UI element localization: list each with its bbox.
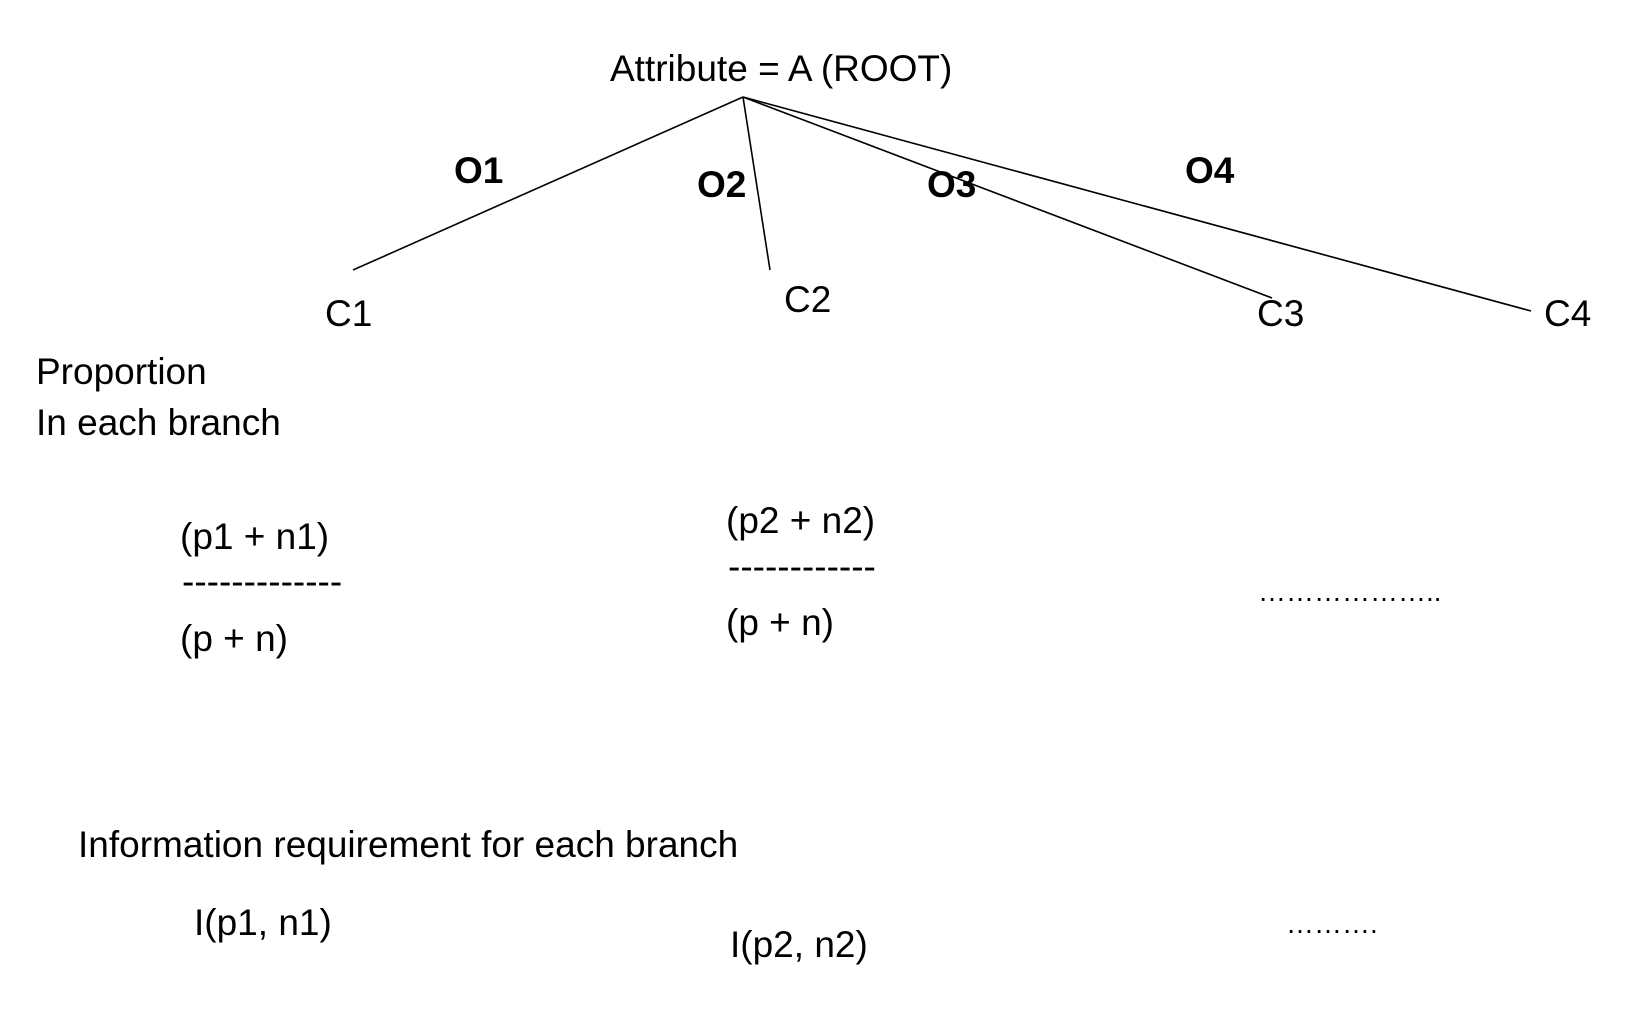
child-node-c2: C2 (784, 279, 832, 320)
proportion-b1-bar: ------------- (182, 561, 343, 602)
edge-root-c4 (742, 96, 1532, 312)
proportion-heading-line1: Proportion (36, 351, 207, 392)
edge-root-c2 (742, 96, 771, 271)
branch-label-o4: O4 (1185, 150, 1235, 191)
branch-label-o2: O2 (697, 164, 747, 205)
information-heading: Information requirement for each branch (78, 824, 739, 865)
proportion-heading-line2: In each branch (36, 402, 281, 443)
branch-label-o1: O1 (454, 150, 504, 191)
information-b1: I(p1, n1) (194, 902, 332, 943)
branch-label-o3: O3 (927, 164, 977, 205)
proportion-ellipsis: ……………….. (1258, 576, 1442, 607)
proportion-b1-numerator: (p1 + n1) (180, 516, 330, 557)
child-node-c1: C1 (325, 293, 373, 334)
proportion-b2-denominator: (p + n) (726, 602, 834, 643)
child-node-c3: C3 (1257, 293, 1305, 334)
edge-root-c1 (352, 96, 744, 271)
information-b2: I(p2, n2) (730, 924, 868, 965)
proportion-b2-numerator: (p2 + n2) (726, 500, 876, 541)
information-ellipsis: ………. (1286, 908, 1378, 939)
proportion-b2-bar: ------------ (728, 546, 876, 587)
child-node-c4: C4 (1544, 293, 1592, 334)
proportion-b1-denominator: (p + n) (180, 618, 288, 659)
edge-root-c3 (742, 96, 1273, 299)
root-node-label: Attribute = A (ROOT) (610, 48, 953, 89)
